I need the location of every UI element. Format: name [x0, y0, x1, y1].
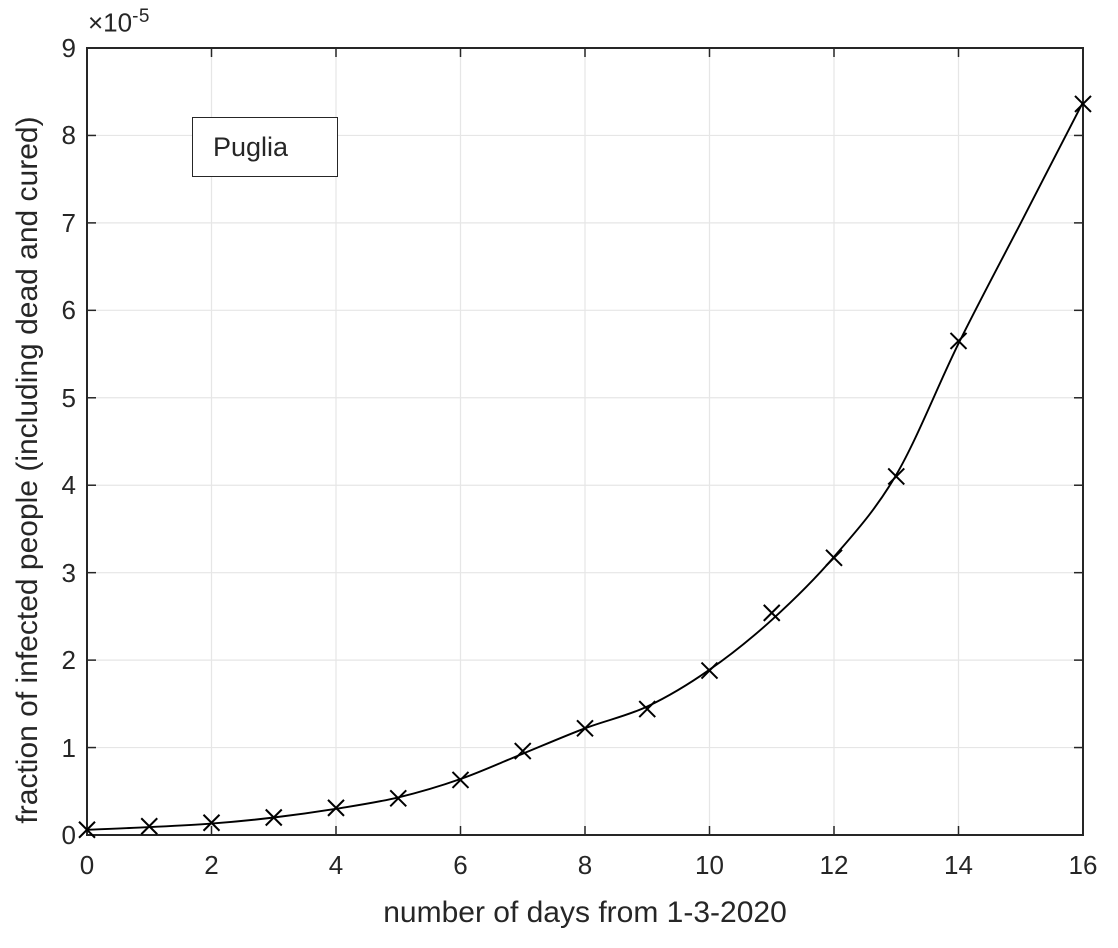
y-axis-exponent-label: ×10-5: [88, 6, 150, 39]
y-tick-label: 5: [61, 382, 76, 413]
x-tick-label: 14: [944, 850, 973, 880]
x-tick-label: 6: [453, 850, 468, 880]
exponent-value: -5: [132, 6, 151, 27]
x-tick-label: 10: [695, 850, 724, 880]
x-axis-label: number of days from 1-3-2020: [383, 896, 787, 929]
y-tick-label: 1: [61, 732, 76, 763]
legend-box: Puglia: [192, 117, 338, 177]
y-tick-label: 4: [61, 470, 76, 501]
y-tick-label: 3: [61, 557, 76, 588]
y-tick-label: 0: [61, 820, 76, 850]
x-tick-label: 0: [79, 850, 95, 880]
x-tick-label: 4: [328, 850, 344, 880]
x-tick-label: 2: [204, 850, 219, 880]
exponent-base: ×10: [88, 7, 133, 38]
y-tick-label: 7: [61, 207, 76, 238]
y-axis-label: fraction of infected people (including d…: [11, 116, 44, 824]
y-tick-label: 9: [61, 33, 76, 63]
y-tick-label: 6: [61, 295, 76, 326]
x-tick-label: 8: [577, 850, 593, 880]
x-tick-label: 16: [1068, 850, 1098, 880]
y-tick-label: 2: [61, 645, 76, 676]
legend-label: Puglia: [213, 131, 289, 162]
fit-line: [86, 101, 1084, 831]
y-tick-label: 8: [61, 120, 76, 151]
x-tick-label: 12: [819, 850, 849, 880]
